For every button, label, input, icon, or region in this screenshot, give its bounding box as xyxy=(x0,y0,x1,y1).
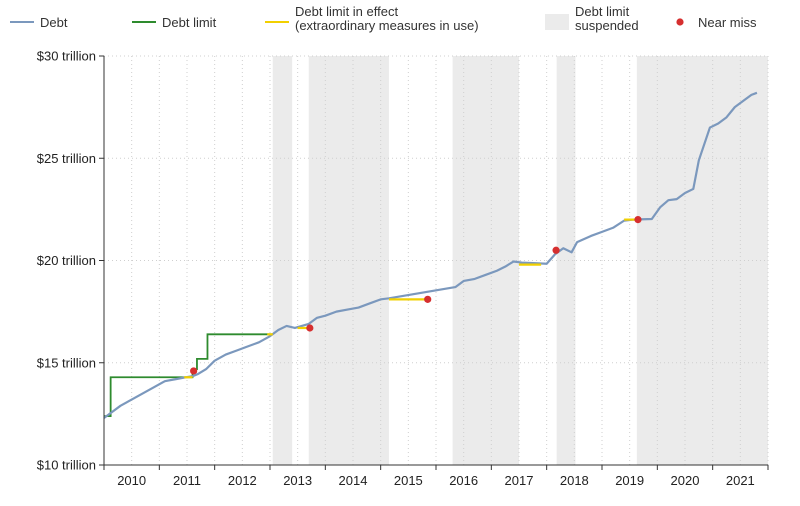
x-tick-label-2015: 2015 xyxy=(394,473,423,488)
x-tick-label-2013: 2013 xyxy=(283,473,312,488)
y-tick-label-2: $20 trillion xyxy=(37,253,96,268)
x-tick-label-2018: 2018 xyxy=(560,473,589,488)
near-miss-points xyxy=(190,216,642,375)
x-tick-label-2011: 2011 xyxy=(173,473,201,488)
y-tick-label-3: $25 trillion xyxy=(37,151,96,166)
x-tick-label-2012: 2012 xyxy=(228,473,257,488)
suspended-band-2 xyxy=(452,56,519,465)
legend-swatch-near xyxy=(676,18,684,26)
near-miss-point-4 xyxy=(634,216,642,224)
y-tick-label-1: $15 trillion xyxy=(37,355,96,370)
suspended-band-3 xyxy=(556,56,576,465)
legend-label-effect: Debt limit in effect (extraordinary measu… xyxy=(295,4,479,33)
x-tick-label-2010: 2010 xyxy=(117,473,146,488)
x-tick-label-2016: 2016 xyxy=(449,473,478,488)
near-miss-point-0 xyxy=(190,367,198,375)
y-tick-label-0: $10 trillion xyxy=(37,458,96,473)
plot-area xyxy=(103,55,769,466)
near-miss-point-2 xyxy=(424,295,432,303)
chart-legend: Debt Debt limit Debt limit in effect (extra… xyxy=(10,4,757,33)
suspended-bands xyxy=(272,56,768,465)
suspended-band-0 xyxy=(272,56,293,465)
x-tick-label-2020: 2020 xyxy=(671,473,700,488)
legend-label-debt: Debt xyxy=(40,15,68,30)
near-miss-point-3 xyxy=(552,246,560,254)
x-tick-label-2017: 2017 xyxy=(505,473,534,488)
suspended-band-4 xyxy=(636,56,768,465)
legend-label-limit: Debt limit xyxy=(162,15,217,30)
near-miss-point-1 xyxy=(306,324,314,332)
x-tick-label-2021: 2021 xyxy=(726,473,755,488)
x-tick-label-2019: 2019 xyxy=(615,473,644,488)
legend-label-suspended: Debt limit suspended xyxy=(575,4,639,33)
y-tick-label-4: $30 trillion xyxy=(37,49,96,64)
legend-label-near: Near miss xyxy=(698,15,757,30)
debt-line xyxy=(103,91,758,419)
x-tick-label-2014: 2014 xyxy=(339,473,368,488)
legend-swatch-suspended xyxy=(545,14,569,30)
axes: $10 trillion $15 trillion $20 trillion $25 … xyxy=(37,49,769,488)
